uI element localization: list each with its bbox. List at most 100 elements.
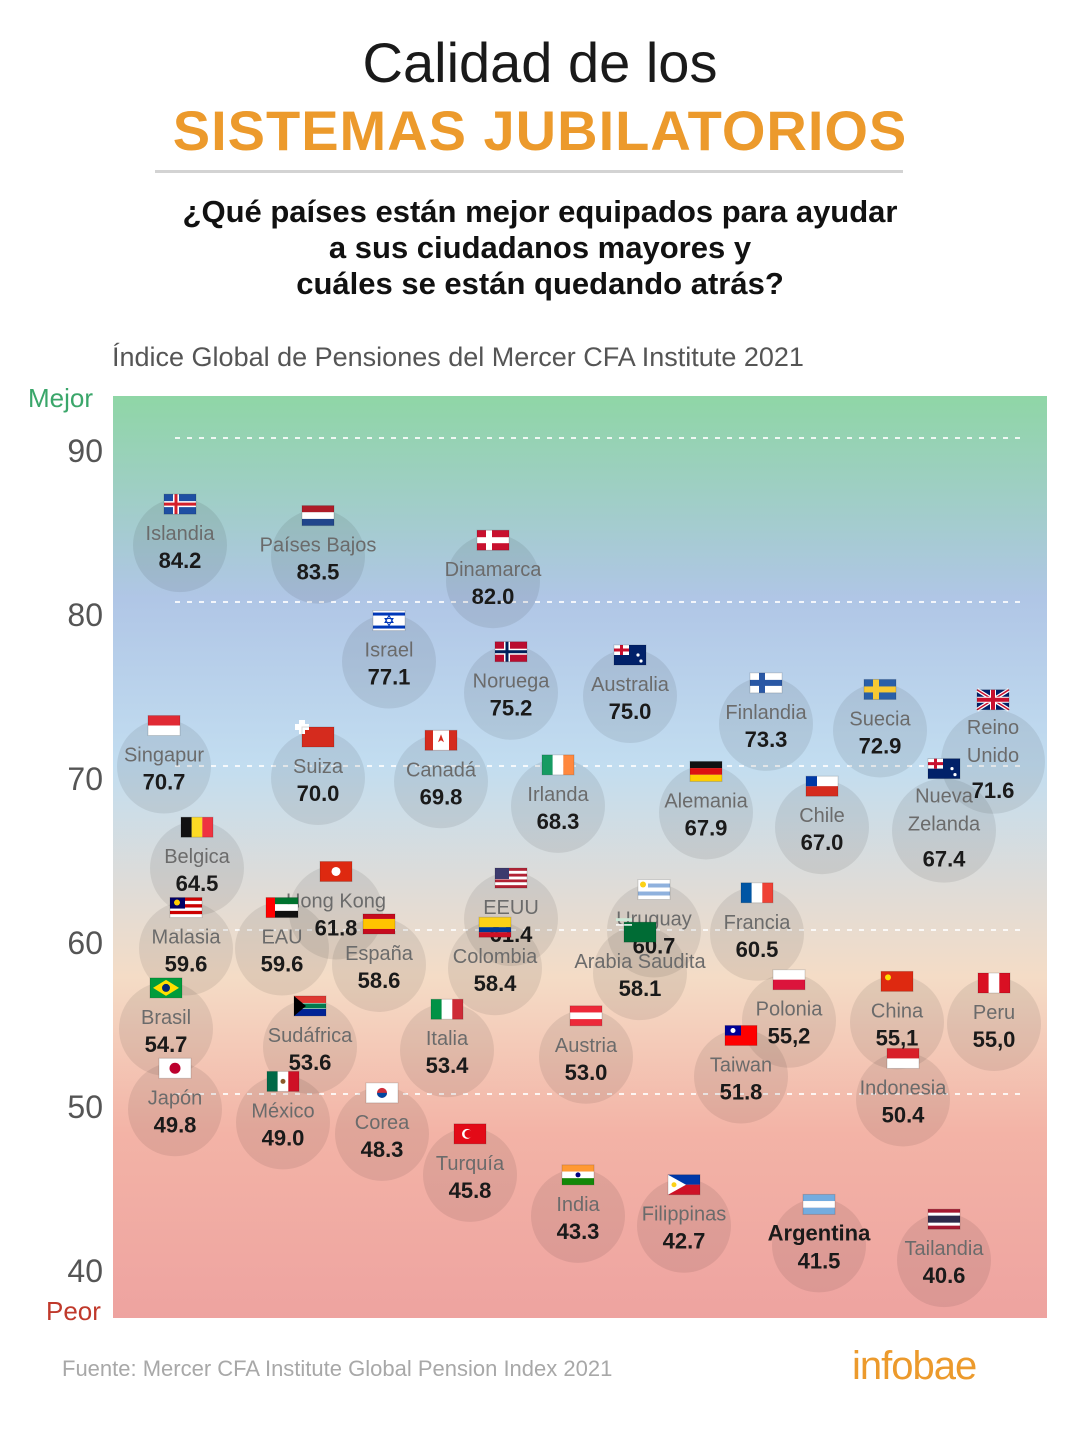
- point-alemania: Alemania 67.9: [659, 760, 753, 860]
- point-value: 50.4: [882, 1102, 926, 1127]
- point-bubble: [400, 1003, 494, 1098]
- point-value: 55,0: [973, 1027, 1016, 1052]
- point-value: 59.6: [261, 952, 304, 977]
- point-value: 82.0: [472, 584, 515, 609]
- point-bubble: [446, 534, 540, 629]
- point-value: 71.6: [972, 778, 1015, 803]
- point-indonesia: Indonesia 50.4: [856, 1047, 950, 1147]
- point-label: Australia: [591, 674, 670, 696]
- point-bubble: [892, 778, 996, 883]
- y-tick-label: 60: [67, 925, 103, 961]
- point-irlanda: Irlanda 68.3: [511, 754, 605, 853]
- point-bubble: [719, 676, 813, 771]
- point-value: 75.2: [490, 696, 533, 721]
- point-suecia: Suecia 72.9: [833, 678, 927, 778]
- flag-icon: [476, 529, 510, 551]
- point-label: Polonia: [756, 999, 824, 1021]
- point-bubble: [263, 999, 357, 1094]
- point-label: Reino: [967, 717, 1019, 739]
- point-value: 48.3: [361, 1137, 404, 1162]
- point-australia: Australia 75.0: [583, 644, 677, 743]
- point-bubble: [947, 977, 1041, 1071]
- point-bubble: [941, 709, 1045, 814]
- point-bubble: [856, 1052, 950, 1147]
- y-tick-label: 70: [67, 761, 103, 797]
- point-finlandia: Finlandia 73.3: [719, 672, 813, 771]
- point-suiza: Suiza 70.0: [271, 720, 365, 825]
- point-bubble: [772, 1198, 866, 1293]
- point-tailandia: Tailandia 40.6: [897, 1208, 991, 1308]
- point-label: Malasia: [152, 927, 222, 949]
- point-bubble: [119, 981, 213, 1076]
- flag-icon: [163, 493, 197, 515]
- point-reino-unido: Reino Unido 71.6: [941, 688, 1045, 814]
- point-value: 49.8: [154, 1112, 197, 1137]
- point-bubble: [332, 917, 426, 1012]
- flag-icon: [740, 882, 774, 904]
- point-label: Brasil: [141, 1007, 191, 1029]
- flag-icon: [293, 995, 327, 1017]
- flag-icon: [147, 715, 181, 737]
- y-tick-label: 50: [67, 1089, 103, 1125]
- flag-icon: [569, 1005, 603, 1027]
- flag-icon: [478, 916, 512, 938]
- point-dinamarca: Dinamarca 82.0: [445, 529, 542, 629]
- point-turqu-a: Turquía 45.8: [423, 1123, 517, 1222]
- point-bubble: [117, 719, 211, 814]
- point-bubble: [637, 1178, 731, 1273]
- point-espa-a: España 58.6: [332, 913, 426, 1012]
- flag-icon: [724, 1024, 758, 1046]
- flag-icon: [365, 1082, 399, 1104]
- point-hong-kong: Hong Kong 61.8: [286, 860, 386, 960]
- point-label: Irlanda: [527, 784, 589, 806]
- point-bubble: [850, 975, 944, 1070]
- point-bubble: [694, 1029, 788, 1124]
- flag-icon: [494, 867, 528, 889]
- point-label: India: [556, 1194, 600, 1216]
- point-israel: Israel 77.1: [342, 610, 436, 709]
- point-m-xico: México 49.0: [236, 1070, 330, 1170]
- question-line-2: a sus ciudadanos mayores y: [328, 230, 752, 265]
- point-value: 60.5: [736, 937, 779, 962]
- point-value: 77.1: [368, 665, 411, 690]
- flag-icon: [494, 641, 528, 663]
- point-value: 67.9: [685, 815, 728, 840]
- flag-icon: [772, 969, 806, 991]
- flag-icon: [295, 720, 335, 748]
- data-points: Islandia 84.2 Países Bajos 83.5 Dinamarca 82.…: [117, 493, 1045, 1308]
- point-label: Noruega: [473, 671, 551, 693]
- y-axis: 90 80 70 60 50 40: [67, 433, 103, 1289]
- flag-icon: [805, 775, 839, 797]
- point-label: Islandia: [146, 523, 216, 545]
- flag-icon: [180, 816, 214, 838]
- point-bubble: [236, 1075, 330, 1170]
- point-corea: Corea 48.3: [335, 1082, 429, 1181]
- point-label: Francia: [724, 912, 792, 934]
- point-bubble: [659, 765, 753, 860]
- point-bubble: [128, 1062, 222, 1157]
- point-arabia-saudita: Arabia Saudita 58.1: [574, 918, 706, 1021]
- point-malasia: Malasia 59.6: [139, 897, 233, 996]
- point-label: Turquía: [436, 1153, 505, 1175]
- point-belgica: Belgica 64.5: [150, 816, 244, 916]
- point-austria: Austria 53.0: [539, 1005, 633, 1104]
- point-bubble: [511, 758, 605, 853]
- point-value: 72.9: [859, 733, 902, 758]
- point-peru: Peru 55,0: [947, 972, 1041, 1071]
- title-divider: [155, 170, 903, 173]
- flag-icon: [863, 678, 897, 700]
- point-bubble: [583, 649, 677, 743]
- point-label: México: [251, 1100, 314, 1122]
- point-bubble: [150, 821, 244, 916]
- point-value: 70.7: [143, 770, 186, 795]
- point-label: Nueva: [915, 786, 974, 808]
- question-line-3: cuáles se están quedando atrás?: [296, 266, 784, 301]
- point-italia: Italia 53.4: [400, 998, 494, 1098]
- point-label: Canadá: [406, 759, 477, 781]
- point-value: 73.3: [745, 727, 788, 752]
- point-label: EAU: [261, 927, 302, 949]
- flag-icon: [689, 760, 723, 782]
- point-chile: Chile 67.0: [775, 775, 869, 875]
- point-nueva-zelanda: Nueva Zelanda 67.4: [892, 758, 996, 883]
- flag-icon: [430, 998, 464, 1020]
